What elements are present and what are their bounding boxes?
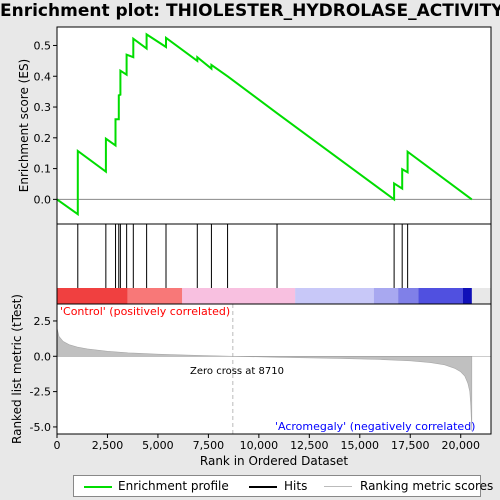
xtick-label: 17,500	[391, 439, 430, 452]
legend: Enrichment profile Hits Ranking metric s…	[73, 475, 493, 497]
zero-cross-label: Zero cross at 8710	[190, 366, 284, 377]
hits-swatch	[249, 486, 277, 488]
metric-ytick-label: -5.0	[30, 421, 51, 434]
metric-ytick-label: 2.5	[34, 315, 52, 328]
es-ytick-label: 0.5	[34, 39, 52, 52]
metric-panel-bg	[57, 304, 491, 434]
xtick-label: 12,500	[290, 439, 329, 452]
xlabel: Rank in Ordered Dataset	[200, 454, 348, 468]
negative-correlation-label: 'Acromegaly' (negatively correlated)	[275, 420, 475, 433]
es-ytick-label: 0.3	[34, 101, 52, 114]
es-ytick-label: 0.4	[34, 70, 52, 83]
heat-segment	[127, 288, 183, 304]
legend-enrichment-profile: Enrichment profile	[118, 479, 229, 493]
enrichment-profile-line	[56, 32, 473, 217]
xtick-label: 10,000	[240, 439, 279, 452]
metric-panel-border	[56, 303, 492, 435]
heat-segment	[182, 288, 296, 304]
ranking-metric-swatch	[324, 486, 352, 487]
xtick-label: 7,500	[193, 439, 225, 452]
metric-ytick-label: 0.0	[34, 350, 52, 363]
xtick-label: 2,500	[92, 439, 124, 452]
hits-panel-bg	[57, 224, 491, 288]
es-ytick-label: 0.2	[34, 132, 52, 145]
chart-title: Enrichment plot: THIOLESTER_HYDROLASE_AC…	[0, 1, 500, 21]
metric-ylabel: Ranked list metric (tTest)	[10, 294, 24, 444]
enrichment-profile-swatch	[84, 486, 112, 488]
es-panel-bg	[57, 27, 491, 224]
metric-ytick-label: -2.5	[30, 386, 51, 399]
xtick-label: 15,000	[341, 439, 380, 452]
ranking-metric-area	[56, 327, 473, 432]
es-ylabel: Enrichment score (ES)	[17, 59, 31, 192]
heat-segment	[373, 288, 399, 304]
heat-segment	[295, 288, 374, 304]
xtick-label: 20,000	[441, 439, 480, 452]
heat-segment	[462, 288, 472, 304]
legend-ranking-metric: Ranking metric scores	[360, 479, 494, 493]
es-ytick-label: 0.0	[34, 193, 52, 206]
es-ytick-label: 0.1	[34, 163, 52, 176]
positive-correlation-label: 'Control' (positively correlated)	[60, 305, 230, 318]
heat-segment	[57, 288, 128, 304]
heat-segment	[418, 288, 463, 304]
xtick-label: 0	[54, 439, 61, 452]
legend-hits: Hits	[284, 479, 308, 493]
heat-segment	[398, 288, 419, 304]
xtick-label: 5,000	[142, 439, 174, 452]
